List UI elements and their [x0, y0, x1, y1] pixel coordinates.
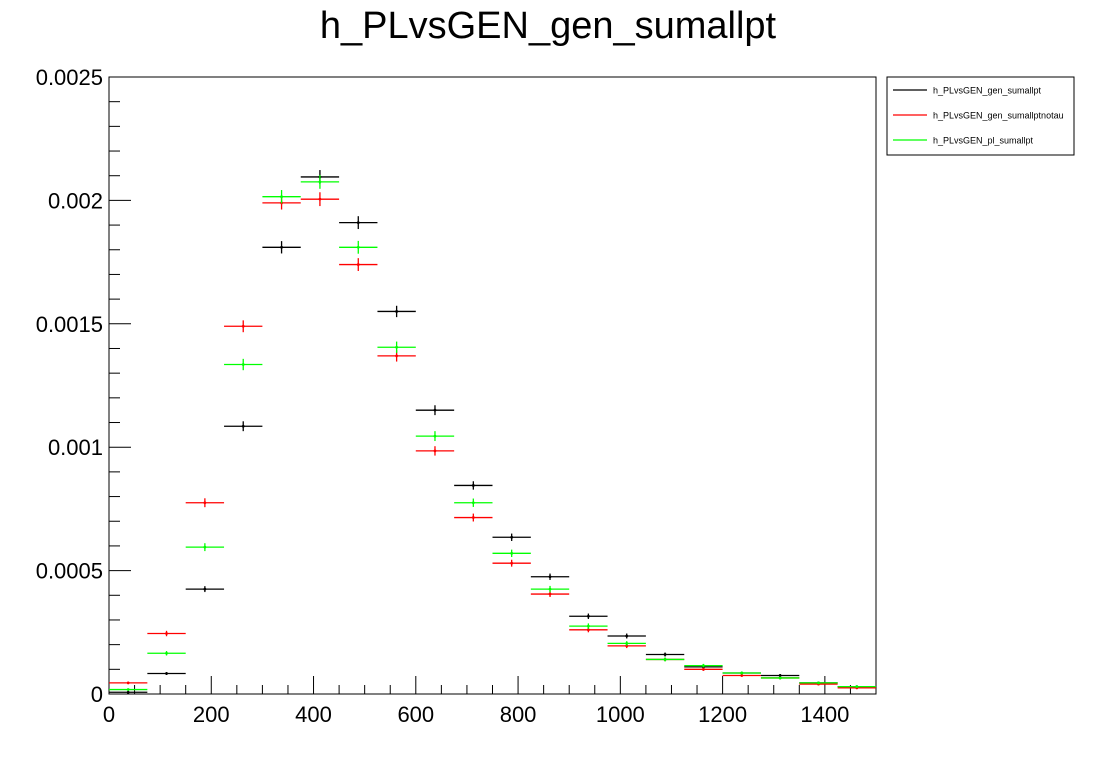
data-point	[471, 484, 475, 487]
data-point	[740, 674, 744, 677]
x-tick-label: 400	[295, 702, 332, 727]
data-point	[165, 672, 168, 675]
data-point	[740, 671, 744, 675]
y-tick-label: 0	[91, 682, 103, 707]
data-point	[203, 545, 207, 549]
data-point	[433, 408, 437, 412]
legend-entry: h_PLvsGEN_gen_sumallptnotau	[933, 111, 1064, 121]
series-layer	[109, 170, 876, 694]
x-tick-label: 1200	[698, 702, 747, 727]
data-point	[318, 180, 322, 184]
data-point	[855, 685, 859, 688]
data-point	[395, 310, 399, 313]
y-tick-label: 0.0025	[36, 65, 103, 90]
data-point	[510, 551, 514, 555]
data-point	[280, 195, 283, 199]
data-point	[241, 324, 245, 328]
data-point	[471, 516, 475, 519]
x-tick-label: 800	[500, 702, 537, 727]
x-tick-label: 200	[193, 702, 230, 727]
x-tick-label: 600	[397, 702, 434, 727]
y-tick-label: 0.0015	[36, 312, 103, 337]
data-point	[548, 592, 552, 596]
data-point	[395, 354, 399, 358]
data-point	[663, 653, 667, 656]
legend-entry: h_PLvsGEN_gen_sumallpt	[933, 86, 1042, 96]
data-point	[280, 245, 283, 249]
legend: h_PLvsGEN_gen_sumallpt h_PLvsGEN_gen_suma…	[886, 76, 1075, 156]
data-point	[702, 664, 705, 668]
data-point	[165, 651, 168, 655]
data-point	[126, 688, 130, 691]
data-point	[318, 197, 322, 201]
x-tick-label: 0	[103, 702, 115, 727]
chart-title: h_PLvsGEN_gen_sumallpt	[320, 5, 777, 47]
data-point	[586, 614, 590, 618]
data-point	[241, 363, 245, 366]
data-point	[702, 667, 705, 671]
y-tick-label: 0.002	[48, 188, 103, 213]
data-point	[126, 690, 130, 694]
data-point	[356, 263, 360, 266]
data-point	[510, 561, 514, 565]
data-point	[625, 642, 629, 645]
data-point	[548, 587, 552, 591]
data-point	[356, 245, 360, 249]
data-point	[471, 501, 475, 505]
data-point	[241, 424, 245, 428]
data-point	[625, 634, 629, 638]
y-tick-label: 0.0005	[36, 559, 103, 584]
data-point	[586, 624, 590, 628]
data-point	[817, 681, 820, 685]
data-point	[778, 676, 782, 680]
data-point	[586, 628, 590, 632]
data-point	[126, 681, 130, 685]
x-tick-label: 1000	[596, 702, 645, 727]
data-point	[165, 632, 168, 635]
data-point	[433, 449, 437, 453]
data-point	[356, 221, 360, 225]
data-point	[203, 587, 207, 591]
data-point	[433, 434, 437, 438]
y-tick-label: 0.001	[48, 435, 103, 460]
axes-layer: 0 200 400 600 800 1000 1200 1400 0 0.0005 0.001 0.0…	[36, 65, 877, 727]
x-tick-label: 1400	[800, 702, 849, 727]
data-point	[395, 345, 399, 349]
data-point	[203, 501, 207, 505]
data-point	[625, 644, 629, 648]
data-point	[548, 575, 552, 579]
data-point	[663, 658, 667, 661]
data-point	[778, 674, 782, 677]
legend-entry: h_PLvsGEN_pl_sumallpt	[933, 136, 1034, 146]
data-point	[510, 535, 514, 539]
series-3	[109, 174, 876, 691]
